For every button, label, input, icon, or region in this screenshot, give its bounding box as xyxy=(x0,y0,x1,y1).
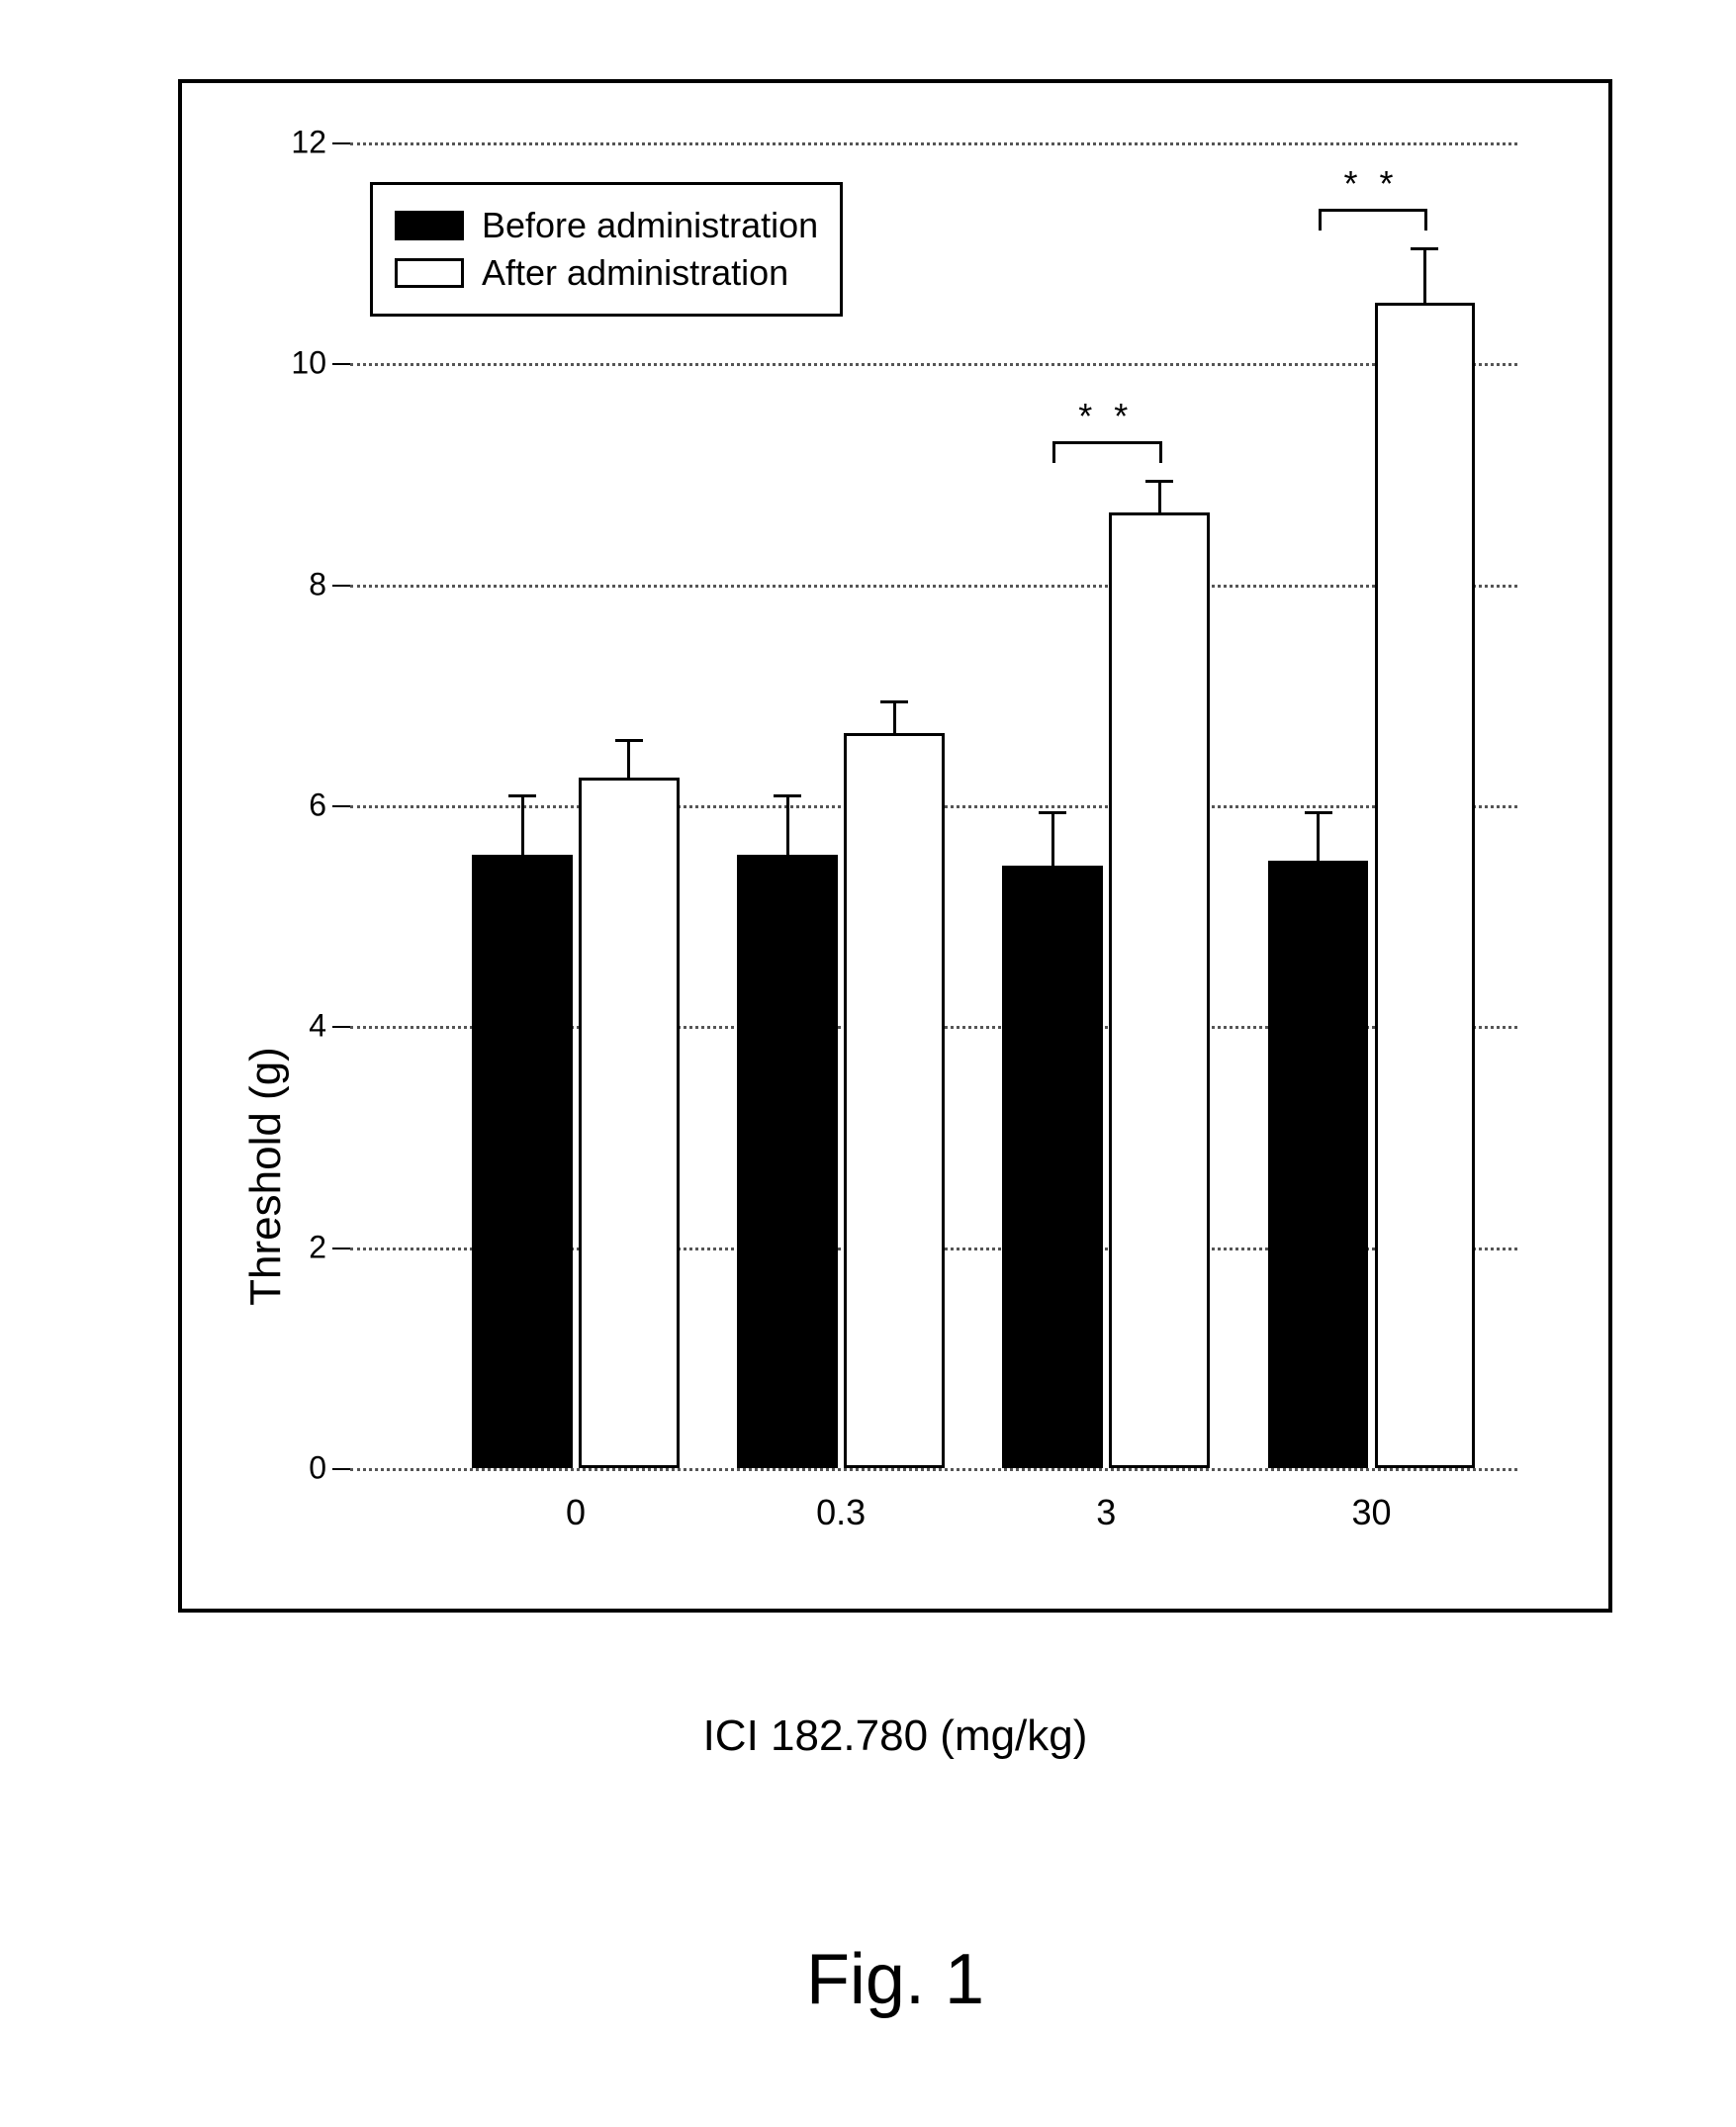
x-tick-label: 30 xyxy=(1351,1468,1391,1533)
legend-label: Before administration xyxy=(482,205,818,246)
y-tick-label: 0 xyxy=(309,1450,350,1487)
y-tick-label: 12 xyxy=(291,125,350,161)
x-tick-label: 0.3 xyxy=(816,1468,866,1533)
gridline xyxy=(350,142,1517,145)
bar xyxy=(1002,866,1103,1468)
legend-item: Before administration xyxy=(395,205,818,246)
error-bar xyxy=(1158,480,1161,513)
y-axis-label: Threshold (g) xyxy=(241,1047,291,1306)
gridline xyxy=(350,1468,1517,1471)
x-tick-label: 0 xyxy=(566,1468,586,1533)
error-bar-cap xyxy=(1145,480,1173,483)
figure-caption: Fig. 1 xyxy=(178,1939,1612,2020)
legend-item: After administration xyxy=(395,252,818,294)
error-bar xyxy=(1317,811,1320,861)
error-bar xyxy=(893,700,896,734)
significance-bracket xyxy=(1319,209,1428,212)
legend: Before administration After administratio… xyxy=(370,182,843,317)
error-bar-cap xyxy=(1305,811,1332,814)
error-bar xyxy=(786,794,789,855)
x-tick-label: 3 xyxy=(1096,1468,1116,1533)
significance-bracket xyxy=(1319,209,1322,231)
x-axis-label: ICI 182.780 (mg/kg) xyxy=(178,1711,1612,1761)
legend-label: After administration xyxy=(482,252,788,294)
significance-label: * * xyxy=(1078,396,1134,437)
error-bar-cap xyxy=(615,739,643,742)
y-tick-label: 10 xyxy=(291,345,350,382)
bar xyxy=(737,855,838,1468)
error-bar-cap xyxy=(508,794,536,797)
gridline xyxy=(350,363,1517,366)
error-bar-cap xyxy=(1039,811,1066,814)
legend-swatch xyxy=(395,258,464,288)
y-tick-label: 2 xyxy=(309,1229,350,1265)
significance-bracket xyxy=(1052,441,1055,463)
bar xyxy=(1268,861,1369,1468)
bar xyxy=(1375,303,1476,1468)
plot-area: 02468101200.3330* ** *Before administrat… xyxy=(350,142,1517,1468)
error-bar xyxy=(627,739,630,778)
figure-page: 0 2 4 6 8 10 12 0 0.3 3 30 * * * * Before administrat… xyxy=(119,79,1617,2020)
error-bar-cap xyxy=(880,700,908,703)
y-tick-label: 6 xyxy=(309,787,350,824)
gridline xyxy=(350,585,1517,588)
chart-frame: 0 2 4 6 8 10 12 0 0.3 3 30 * * * * Before administrat… xyxy=(178,79,1612,1613)
bar xyxy=(844,733,945,1468)
significance-bracket xyxy=(1159,441,1162,463)
error-bar-cap xyxy=(774,794,801,797)
error-bar xyxy=(1423,247,1426,303)
bar xyxy=(472,855,573,1468)
significance-bracket xyxy=(1052,441,1162,444)
bar xyxy=(579,778,680,1468)
significance-bracket xyxy=(1424,209,1427,231)
y-tick-label: 4 xyxy=(309,1008,350,1045)
legend-swatch xyxy=(395,211,464,240)
significance-label: * * xyxy=(1343,163,1399,205)
error-bar xyxy=(1051,811,1054,867)
bar xyxy=(1109,512,1210,1468)
y-tick-label: 8 xyxy=(309,566,350,602)
error-bar-cap xyxy=(1411,247,1438,250)
error-bar xyxy=(521,794,524,855)
